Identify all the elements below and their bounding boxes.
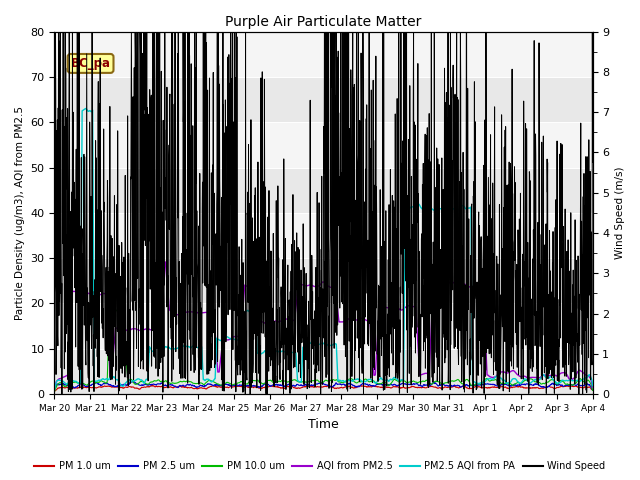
Bar xyxy=(54,77,593,122)
Title: Purple Air Particulate Matter: Purple Air Particulate Matter xyxy=(225,15,422,29)
Bar xyxy=(54,122,593,168)
Bar xyxy=(54,32,593,77)
Bar xyxy=(54,349,593,394)
Y-axis label: Particle Density (ug/m3), AQI from PM2.5: Particle Density (ug/m3), AQI from PM2.5 xyxy=(15,106,25,320)
Legend: PM 1.0 um, PM 2.5 um, PM 10.0 um, AQI from PM2.5, PM2.5 AQI from PA, Wind Speed: PM 1.0 um, PM 2.5 um, PM 10.0 um, AQI fr… xyxy=(31,457,609,475)
Text: BC_pa: BC_pa xyxy=(70,57,111,70)
Bar xyxy=(54,168,593,213)
X-axis label: Time: Time xyxy=(308,419,339,432)
Y-axis label: Wind Speed (m/s): Wind Speed (m/s) xyxy=(615,167,625,259)
Bar xyxy=(54,213,593,258)
Bar xyxy=(54,303,593,349)
Bar xyxy=(54,258,593,303)
